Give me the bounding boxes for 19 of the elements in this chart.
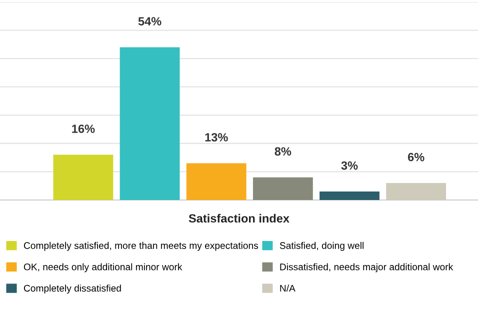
- legend-label: OK, needs only additional minor work: [24, 263, 182, 272]
- legend-label: Satisfied, doing well: [280, 242, 364, 251]
- bar: [120, 47, 180, 200]
- legend-label: Dissatisfied, needs major additional work: [280, 263, 454, 272]
- data-label: 16%: [72, 124, 95, 133]
- data-label: 13%: [205, 133, 228, 142]
- bar: [186, 163, 246, 200]
- legend-label: N/A: [280, 284, 296, 292]
- data-label: 3%: [341, 161, 358, 170]
- data-label: 6%: [408, 152, 424, 162]
- data-label: 8%: [274, 147, 292, 156]
- legend-label: Completely dissatisfied: [24, 284, 121, 294]
- bar: [386, 183, 446, 200]
- data-label: 54%: [138, 17, 162, 26]
- bar: [252, 177, 313, 200]
- legend-label: Completely satisfied, more than meets my expectations: [24, 242, 258, 251]
- bar: [320, 192, 380, 200]
- bar: [53, 154, 114, 200]
- x-axis-title: Satisfaction index: [188, 214, 290, 223]
